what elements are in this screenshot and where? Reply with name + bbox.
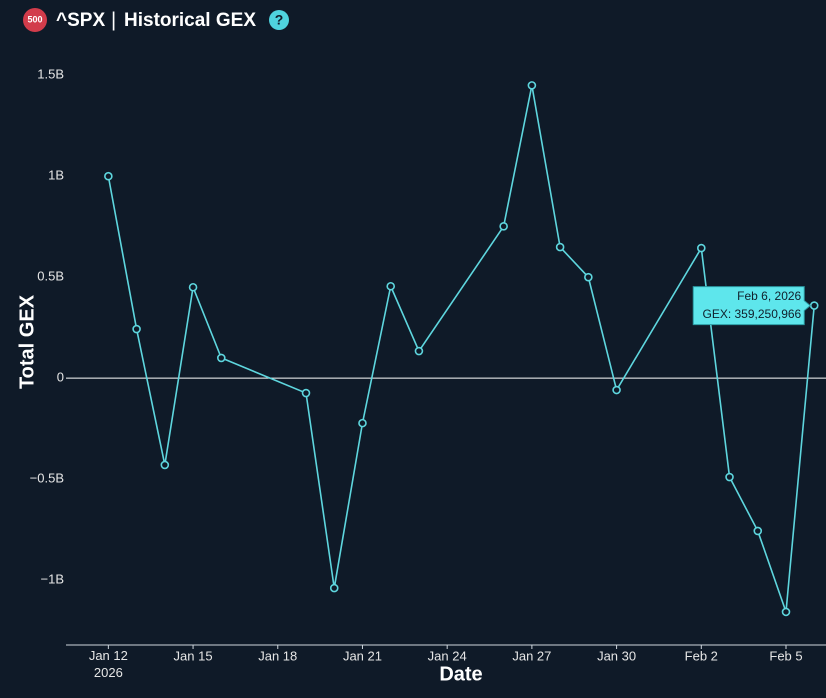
data-point — [527, 81, 537, 90]
x-tick-label: Jan 15 — [174, 648, 213, 663]
x-tick-label: Jan 12 2026 — [89, 648, 128, 680]
data-point — [386, 281, 396, 291]
x-axis-title: Date — [439, 663, 482, 685]
badge-text: 500 — [27, 14, 42, 24]
data-point — [216, 353, 226, 363]
data-point — [499, 221, 508, 231]
help-text[interactable]: ? — [275, 12, 284, 28]
symbol: ^SPX — [56, 10, 105, 31]
tooltip: Feb 6, 2026 GEX: 359,250,966 — [692, 286, 812, 326]
tooltip-value: GEX: 359,250,966 — [702, 307, 801, 321]
data-point — [301, 388, 311, 398]
data-point — [329, 583, 339, 593]
data-point — [725, 472, 734, 482]
data-point — [781, 607, 791, 617]
tooltip-date: Feb 6, 2026 — [737, 289, 801, 303]
data-point — [160, 460, 170, 470]
y-tick-label: −1B — [41, 571, 65, 586]
separator: | — [111, 9, 116, 31]
x-tick-label: Feb 5 — [769, 648, 802, 663]
y-tick-label: 0 — [57, 370, 64, 385]
x-tick-label: Jan 24 — [428, 648, 467, 663]
data-point — [555, 242, 565, 252]
data-point — [188, 282, 198, 292]
y-tick-label: −0.5B — [30, 470, 64, 485]
data-point — [104, 171, 113, 181]
y-axis-title: Total GEX — [16, 294, 38, 389]
data-point — [132, 324, 141, 334]
data-point — [584, 272, 593, 282]
x-tick-label: Jan 18 — [258, 648, 297, 663]
tooltip-box — [692, 286, 812, 326]
x-tick-label: Feb 2 — [685, 648, 718, 663]
y-tick-label: 1B — [48, 168, 64, 183]
data-point — [612, 385, 621, 395]
data-point — [696, 243, 706, 253]
data-point — [358, 418, 367, 428]
x-tick-label: Jan 27 — [512, 648, 551, 663]
data-point — [414, 346, 424, 356]
x-tick-label: Jan 21 — [343, 648, 382, 663]
page-title: Historical GEX — [124, 10, 256, 31]
badge-icon — [23, 8, 47, 32]
help-icon[interactable] — [269, 10, 289, 30]
data-point — [753, 526, 763, 536]
x-tick-label: Jan 30 — [597, 648, 636, 663]
data-point — [809, 301, 819, 310]
y-tick-label: 1.5B — [37, 67, 64, 82]
series-line — [107, 85, 816, 613]
y-tick-label: 0.5B — [37, 269, 64, 284]
